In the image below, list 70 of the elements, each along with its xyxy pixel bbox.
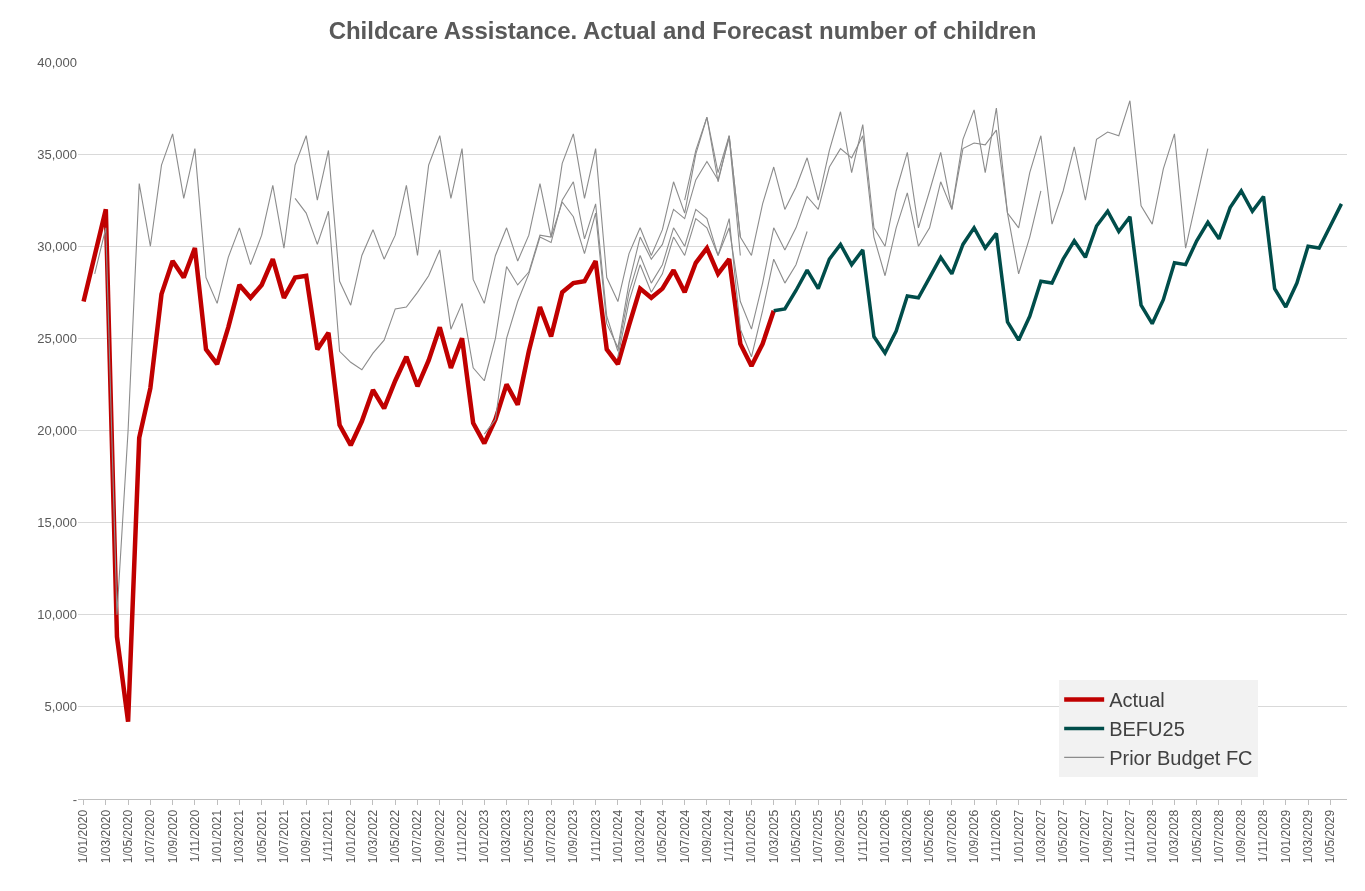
legend-label: BEFU25 — [1109, 718, 1185, 741]
x-tick-label: 1/11/2022 — [454, 809, 469, 863]
y-tick-label: 30,000 — [37, 238, 77, 254]
x-tick-label: 1/03/2022 — [365, 809, 380, 864]
x-tick-label: 1/11/2027 — [1122, 809, 1137, 863]
y-tick-label: 25,000 — [37, 330, 77, 346]
x-tick-label: 1/11/2024 — [722, 809, 737, 863]
x-tick-label: 1/07/2026 — [944, 809, 959, 864]
x-tick-label: 1/09/2021 — [299, 809, 314, 864]
x-tick-label: 1/03/2028 — [1167, 809, 1182, 864]
x-tick-label: 1/07/2023 — [543, 809, 558, 864]
x-tick-label: 1/03/2021 — [232, 809, 247, 864]
x-tick-label: 1/03/2026 — [900, 809, 915, 864]
x-tick-label: 1/05/2029 — [1323, 809, 1338, 864]
x-tick-label: 1/07/2025 — [811, 809, 826, 864]
x-tick-label: 1/09/2027 — [1100, 809, 1115, 864]
x-tick-label: 1/03/2023 — [499, 809, 514, 864]
x-tick-label: 1/09/2023 — [566, 809, 581, 864]
x-tick-label: 1/05/2028 — [1189, 809, 1204, 864]
x-tick-label: 1/01/2029 — [1278, 809, 1293, 864]
x-tick-label: 1/05/2026 — [922, 809, 937, 864]
x-tick-label: 1/05/2021 — [254, 809, 269, 864]
x-tick-label: 1/01/2023 — [477, 809, 492, 864]
chart-title: Childcare Assistance. Actual and Forecast number of children — [328, 17, 1037, 45]
y-tick-label: 15,000 — [37, 515, 77, 531]
x-tick-label: 1/07/2028 — [1211, 809, 1226, 864]
x-tick-label: 1/09/2022 — [432, 809, 447, 864]
x-tick-label: 1/09/2024 — [699, 809, 714, 864]
x-tick-label: 1/05/2024 — [655, 809, 670, 864]
x-tick-label: 1/01/2026 — [877, 809, 892, 864]
x-tick-label: 1/07/2021 — [276, 809, 291, 864]
y-tick-label: 10,000 — [37, 607, 77, 623]
y-tick-label: 5,000 — [44, 699, 77, 715]
x-tick-label: 1/03/2020 — [98, 809, 113, 864]
x-tick-label: 1/01/2024 — [610, 809, 625, 864]
x-tick-label: 1/03/2029 — [1300, 809, 1315, 864]
y-tick-label: 40,000 — [37, 54, 77, 70]
y-tick-label: 20,000 — [37, 423, 77, 439]
x-tick-label: 1/05/2020 — [120, 809, 135, 864]
x-tick-label: 1/05/2025 — [788, 809, 803, 864]
y-tick-label: 35,000 — [37, 146, 77, 162]
x-tick-label: 1/05/2022 — [388, 809, 403, 864]
x-tick-label: 1/09/2020 — [165, 809, 180, 864]
x-tick-label: 1/01/2020 — [76, 809, 91, 864]
x-tick-label: 1/11/2025 — [855, 809, 870, 863]
x-tick-label: 1/01/2022 — [343, 809, 358, 864]
x-tick-label: 1/05/2023 — [521, 809, 536, 864]
legend-label: Prior Budget FC — [1109, 747, 1253, 770]
x-tick-label: 1/03/2024 — [633, 809, 648, 864]
x-tick-label: 1/07/2022 — [410, 809, 425, 864]
x-tick-label: 1/09/2025 — [833, 809, 848, 864]
x-tick-label: 1/01/2021 — [210, 809, 225, 864]
x-tick-label: 1/11/2020 — [187, 809, 202, 863]
x-tick-label: 1/09/2026 — [966, 809, 981, 864]
x-tick-label: 1/11/2028 — [1256, 809, 1271, 863]
legend-label: Actual — [1109, 689, 1165, 712]
x-tick-label: 1/01/2025 — [744, 809, 759, 864]
x-tick-label: 1/11/2021 — [321, 809, 336, 863]
x-tick-label: 1/09/2028 — [1234, 809, 1249, 864]
x-tick-label: 1/07/2020 — [143, 809, 158, 864]
x-tick-label: 1/07/2024 — [677, 809, 692, 864]
x-tick-label: 1/01/2027 — [1011, 809, 1026, 864]
x-tick-label: 1/03/2027 — [1033, 809, 1048, 864]
x-tick-label: 1/05/2027 — [1056, 809, 1071, 864]
x-tick-label: 1/07/2027 — [1078, 809, 1093, 864]
y-tick-label: - — [72, 791, 77, 807]
x-tick-label: 1/01/2028 — [1145, 809, 1160, 864]
x-tick-label: 1/11/2023 — [588, 809, 603, 863]
x-tick-label: 1/11/2026 — [989, 809, 1004, 863]
x-tick-label: 1/03/2025 — [766, 809, 781, 864]
